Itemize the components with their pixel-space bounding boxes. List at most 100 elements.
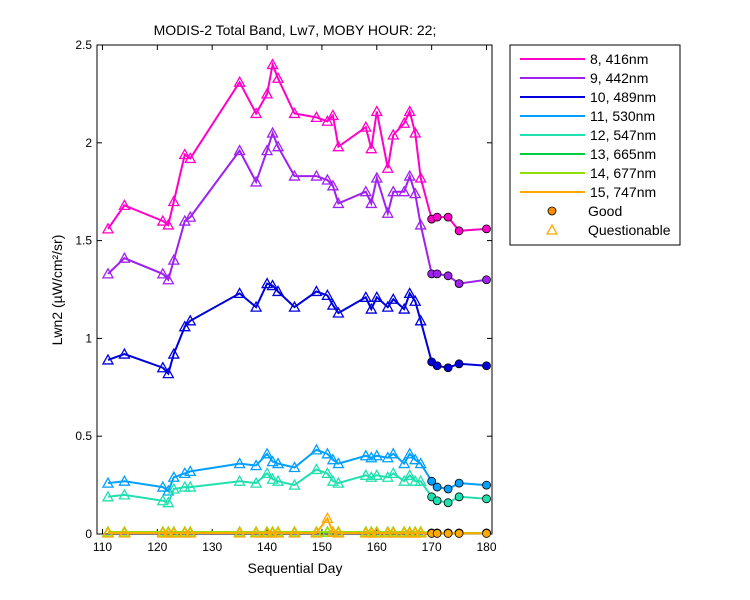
good-point	[443, 363, 453, 373]
x-tick-label: 180	[476, 540, 496, 554]
x-tick-label: 110	[93, 540, 112, 554]
questionable-point	[409, 187, 422, 199]
series-0	[101, 58, 491, 236]
questionable-point	[288, 526, 301, 538]
questionable-point	[260, 467, 274, 479]
good-point	[482, 361, 491, 371]
questionable-point	[326, 109, 340, 121]
questionable-point	[184, 152, 197, 164]
y-tick-label: 1.5	[75, 234, 92, 248]
questionable-point	[321, 512, 334, 524]
questionable-point	[370, 468, 383, 480]
legend-label: 10, 489nm	[590, 89, 656, 105]
questionable-point	[156, 494, 169, 506]
x-tick-label: 130	[202, 540, 222, 554]
questionable-point	[162, 496, 175, 508]
questionable-point	[288, 107, 301, 119]
questionable-point	[398, 302, 411, 314]
series-3	[101, 443, 491, 496]
questionable-point	[381, 161, 394, 173]
questionable-point	[118, 347, 131, 359]
good-point	[443, 529, 453, 538]
questionable-point	[387, 128, 400, 140]
questionable-point	[167, 253, 180, 265]
questionable-point	[321, 114, 334, 126]
y-tick-label: 0.5	[75, 429, 92, 443]
questionable-point	[101, 476, 115, 488]
x-axis-label: Sequential Day	[248, 560, 343, 576]
questionable-point	[233, 75, 246, 87]
legend-label: 14, 677nm	[590, 165, 656, 181]
questionable-point	[167, 195, 180, 207]
questionable-point	[233, 144, 246, 156]
series-line	[107, 468, 487, 504]
questionable-point	[365, 302, 378, 314]
questionable-point	[310, 111, 323, 123]
questionable-point	[167, 482, 180, 494]
questionable-point	[310, 443, 323, 455]
questionable-point	[249, 459, 263, 471]
questionable-point	[260, 87, 274, 99]
good-point	[454, 478, 464, 488]
questionable-point	[403, 105, 416, 117]
questionable-point	[288, 478, 301, 490]
questionable-point	[184, 314, 197, 326]
good-point	[443, 271, 453, 281]
questionable-point	[359, 449, 372, 461]
questionable-point	[178, 320, 191, 332]
chart-title: MODIS-2 Total Band, Lw7, MOBY HOUR: 22;	[154, 22, 437, 38]
legend-label: 12, 547nm	[590, 127, 656, 143]
questionable-point	[332, 197, 345, 209]
questionable-point	[233, 287, 246, 299]
questionable-point	[271, 474, 285, 486]
good-point	[432, 269, 442, 279]
questionable-point	[321, 447, 334, 459]
legend-marker-questionable	[545, 223, 559, 235]
good-point	[432, 496, 442, 506]
plot-area	[96, 44, 493, 535]
good-point	[454, 529, 464, 538]
questionable-point	[332, 476, 345, 488]
questionable-point	[101, 490, 115, 502]
questionable-point	[414, 218, 427, 230]
questionable-point	[326, 453, 340, 465]
questionable-point	[409, 453, 422, 465]
good-point	[443, 484, 453, 494]
questionable-point	[370, 290, 383, 302]
good-point	[432, 361, 442, 371]
good-point	[432, 482, 442, 492]
questionable-point	[310, 285, 323, 297]
questionable-point	[381, 206, 394, 218]
questionable-point	[359, 468, 372, 480]
legend: 8, 416nm 9, 442nm 10, 489nm 11, 530nm 12, 54…	[509, 44, 681, 246]
x-tick-label: 150	[312, 540, 332, 554]
good-point	[482, 529, 491, 538]
legend-label: 15, 747nm	[590, 184, 656, 200]
questionable-point	[398, 457, 411, 469]
questionable-point	[266, 455, 279, 467]
questionable-point	[414, 457, 427, 469]
questionable-point	[321, 467, 334, 479]
questionable-point	[288, 300, 301, 312]
questionable-point	[249, 175, 263, 187]
legend-label: 8, 416nm	[590, 51, 648, 67]
questionable-point	[118, 488, 131, 500]
y-tick-label: 2	[85, 136, 92, 150]
questionable-point	[409, 126, 422, 138]
x-tick-label: 120	[147, 540, 167, 554]
legend-label: 13, 665nm	[590, 146, 656, 162]
questionable-point	[387, 447, 400, 459]
questionable-point	[101, 526, 115, 538]
good-point	[443, 212, 453, 222]
questionable-point	[403, 468, 416, 480]
good-point	[432, 212, 442, 222]
series-layer	[101, 58, 491, 538]
questionable-point	[321, 173, 334, 185]
questionable-point	[156, 480, 169, 492]
questionable-point	[398, 185, 411, 197]
series-2	[101, 277, 491, 379]
good-point	[454, 279, 464, 289]
series-1	[101, 126, 491, 289]
y-axis-label: Lwn2 (µW/cm²/sr)	[49, 235, 65, 346]
good-point	[432, 529, 442, 538]
